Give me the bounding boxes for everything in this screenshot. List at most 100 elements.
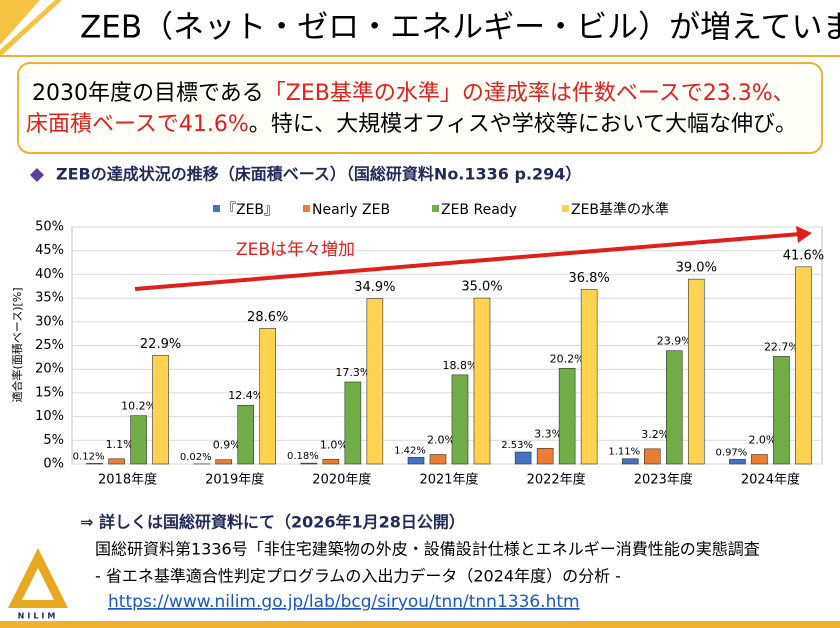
value-label: 28.6%	[247, 310, 288, 325]
value-label: 3.2%	[641, 428, 669, 441]
bar	[429, 454, 447, 465]
legend-swatch	[562, 205, 569, 212]
bar	[687, 278, 705, 465]
value-label: 22.9%	[140, 337, 181, 352]
value-label: 0.12%	[73, 451, 105, 462]
bar	[795, 266, 812, 465]
x-tick-label: 2019年度	[205, 472, 264, 488]
bar	[152, 355, 169, 465]
value-label: 1.42%	[394, 445, 426, 456]
bar	[300, 462, 318, 465]
legend-label: ZEB Ready	[441, 202, 517, 218]
bar	[580, 289, 598, 465]
summary-line: 2030年度の目標である「ZEB基準の水準」の達成率は件数ベースで23.3%、	[32, 81, 795, 106]
bar	[366, 298, 384, 465]
value-label: 0.02%	[180, 452, 212, 463]
chart: 0% 5% 10% 15% 20% 25% 30% 35% 40% 45% 50% 『ZEB』 Near…	[35, 201, 824, 488]
legend-label: Nearly ZEB	[312, 202, 390, 218]
value-label: 0.97%	[716, 447, 748, 458]
slide-title: ZEB（ネット・ゼロ・エネルギー・ビル）が増えています	[80, 10, 840, 46]
x-tick-label: 2021年度	[419, 472, 478, 488]
trend-arrowhead	[796, 226, 812, 243]
value-label: 2.0%	[427, 434, 455, 447]
value-label: 1.11%	[608, 447, 640, 458]
value-label: 34.9%	[354, 280, 395, 295]
bar	[407, 456, 425, 465]
bar	[751, 454, 768, 465]
footer-line: 国総研資料第1336号「非住宅建築物の外皮・設備設計仕様とエネルギー消費性能の実…	[95, 540, 760, 559]
value-label: 10.2%	[121, 400, 156, 413]
bullet-diamond	[30, 168, 44, 182]
legend-swatch	[213, 205, 220, 212]
corner-decoration	[0, 0, 40, 45]
bar	[558, 367, 576, 465]
bar	[621, 458, 639, 465]
value-label: 2.53%	[501, 440, 533, 451]
summary-segment: 2030年度の目標である	[32, 81, 264, 106]
value-label: 18.8%	[443, 359, 478, 372]
bar	[514, 451, 532, 465]
bar	[473, 297, 491, 465]
value-label: 23.9%	[657, 335, 692, 348]
logo-triangle-inner	[22, 568, 54, 600]
value-label: 35.0%	[461, 280, 502, 295]
summary-segment: 「ZEB基準の水準」の達成率は件数ベースで23.3%、	[264, 81, 795, 106]
bar	[108, 458, 125, 465]
legend-swatch	[303, 205, 310, 212]
summary-box	[17, 62, 823, 154]
footer-heading: ⇒ 詳しくは国総研資料にて（2026年1月28日公開）	[80, 513, 465, 532]
x-tick-label: 2020年度	[312, 472, 371, 488]
value-label: 39.0%	[676, 261, 717, 276]
bar	[237, 404, 255, 465]
value-label: 41.6%	[783, 248, 824, 263]
y-tick-label: 40%	[35, 267, 64, 282]
value-label: 1.0%	[320, 438, 348, 451]
value-label: 2.0%	[748, 434, 776, 447]
bar	[665, 350, 683, 465]
x-tick-label: 2024年度	[741, 472, 800, 488]
value-label: 3.3%	[534, 427, 562, 440]
x-tick-label: 2018年度	[98, 472, 157, 488]
value-label: 20.2%	[550, 352, 585, 365]
bar	[729, 459, 746, 465]
y-tick-label: 5%	[43, 433, 64, 448]
legend-label: ZEB基準の水準	[571, 201, 669, 218]
value-label: 36.8%	[568, 271, 609, 286]
value-label: 0.18%	[287, 451, 319, 462]
summary-line: 床面積ベースで41.6%。特に、大規模オフィスや学校等において大幅な伸び。	[26, 112, 797, 137]
value-label: 17.3%	[335, 366, 370, 379]
bar	[536, 448, 554, 465]
value-label: 1.1%	[106, 438, 134, 451]
x-tick-label: 2022年度	[527, 472, 586, 488]
bar	[322, 458, 340, 465]
bar	[643, 448, 661, 465]
y-tick-label: 10%	[35, 409, 64, 424]
y-tick-label: 50%	[35, 220, 64, 235]
bottom-bar	[0, 621, 840, 628]
annotation: ZEBは年々増加	[236, 240, 355, 260]
value-label: 12.4%	[228, 389, 263, 402]
y-tick-label: 45%	[35, 243, 64, 258]
bar	[215, 459, 233, 465]
y-tick-label: 15%	[35, 385, 64, 400]
y-tick-label: 35%	[35, 291, 64, 306]
logo-text: NILIM	[18, 612, 59, 621]
bar	[344, 381, 362, 465]
footer-url[interactable]: https://www.nilim.go.jp/lab/bcg/siryou/t…	[108, 592, 580, 612]
legend-label: 『ZEB』	[222, 202, 278, 218]
chart-title: ZEBの達成状況の推移（床面積ベース）（国総研資料No.1336 p.294）	[56, 165, 581, 184]
bar	[259, 328, 277, 465]
legend-swatch	[432, 205, 439, 212]
summary-segment: 床面積ベースで41.6%	[26, 112, 249, 137]
y-tick-label: 25%	[35, 338, 64, 353]
footer-line: - 省エネ基準適合性判定プログラムの入出力データ（2024年度）の分析 -	[95, 567, 621, 586]
value-label: 22.7%	[764, 340, 799, 353]
y-axis-label: 適合率(面積ベース)[%]	[10, 287, 24, 402]
bar	[451, 374, 469, 465]
bar	[773, 356, 790, 465]
bar	[86, 463, 103, 465]
corner-decoration	[0, 0, 62, 57]
x-tick-label: 2023年度	[634, 472, 693, 488]
